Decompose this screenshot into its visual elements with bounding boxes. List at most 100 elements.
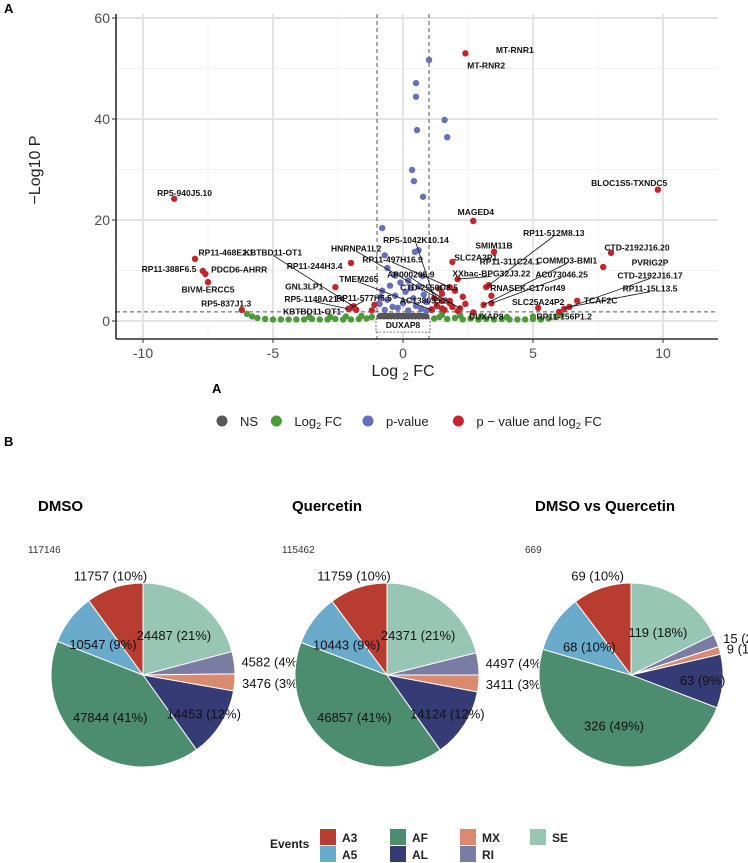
gene-label: CTD-2192J16.20 [604, 242, 669, 252]
label-connector [272, 254, 354, 307]
pie-label-a3: 69 (10%) [571, 569, 624, 584]
pie-label-a3: 11759 (10%) [317, 568, 390, 583]
pie-label-se: 24371 (21%) [381, 628, 455, 643]
labeled-point [490, 248, 498, 256]
label-connector [356, 250, 443, 302]
pvalue-point [397, 279, 404, 286]
fc-point [269, 316, 277, 323]
labeled-point [454, 275, 461, 283]
y-tick-label: 60 [94, 10, 110, 26]
label-connector [415, 243, 438, 306]
panel-sublabel-a: A [212, 381, 222, 396]
fc-point [444, 315, 451, 323]
gene-label: CTD-2550O8.5 [400, 283, 458, 293]
fc-point [332, 315, 339, 323]
pie-label-af: 47844 (41%) [73, 710, 147, 725]
pvalue-point [423, 307, 430, 315]
gene-label: AP000205.9 [387, 270, 435, 280]
significant-point [462, 300, 469, 308]
fc-point [522, 316, 529, 323]
legend-label-af: AF [412, 831, 428, 845]
gene-label: SLC25A24P2 [512, 297, 565, 307]
legend-swatch-a3 [320, 829, 336, 845]
pie-label-ri: 15 (2%) [723, 631, 748, 646]
pie-title: DMSO vs Quercetin [535, 498, 675, 515]
fc-point [249, 313, 256, 320]
gene-label: RNASEK-C17orf49 [490, 283, 565, 293]
pie-label-af: 326 (49%) [584, 719, 644, 734]
legend-subscript: 2 [576, 421, 581, 431]
gene-label: RP11-512M8.13 [523, 228, 585, 238]
label-connector [392, 262, 450, 288]
pie-quercetin: Quercetin 115462 24371 (21%) 4497 (4%) 3411 … [282, 498, 546, 768]
gene-label: DUXAP8 [386, 320, 421, 330]
fc-point [277, 316, 284, 323]
gene-label: RP11-156P1.2 [537, 311, 593, 321]
pvalue-point [381, 306, 388, 314]
pvalue-point [376, 300, 383, 308]
pie-slice-af [50, 640, 198, 768]
pvalue-point [418, 305, 425, 313]
x-tick-label: 0 [399, 345, 407, 361]
pvalue-point [377, 293, 385, 300]
labeled-point [654, 186, 661, 193]
x-tick-label: -5 [267, 345, 280, 361]
label-connector [457, 276, 492, 280]
pvalue-point [412, 93, 420, 100]
pvalue-point [394, 304, 401, 312]
significant-point [451, 287, 459, 294]
pie-label-se: 119 (18%) [628, 625, 687, 640]
pie-slice-a3 [88, 582, 144, 677]
pie-title: Quercetin [292, 498, 362, 515]
x-axis-title-suffix: FC [409, 363, 435, 380]
legend-swatch-mx [460, 829, 476, 845]
gene-label: RP11-244H3.4 [287, 261, 343, 271]
pie-label-al: 14453 (12%) [166, 706, 240, 721]
legend-label-ns: NS [240, 414, 258, 429]
gene-label: KBTBD11-OT1 [283, 306, 341, 316]
significant-point [368, 307, 375, 314]
legend-marker-fc [270, 415, 282, 427]
pie-slice-af [294, 641, 441, 768]
label-connector [491, 277, 562, 304]
pie-slice-al [385, 674, 479, 751]
labeled-point [480, 301, 487, 309]
y-tick-label: 20 [94, 212, 110, 228]
pvalue-point [441, 116, 448, 124]
legend-label-text: p − value and log [476, 414, 575, 429]
pie-dmso-vs-quercetin: DMSO vs Quercetin 669 119 (18%) 15 (2%)9 (1… [525, 498, 748, 768]
legend-swatch-a5 [320, 846, 336, 862]
fc-point [498, 315, 505, 323]
labeled-point [347, 259, 355, 267]
fc-point [358, 312, 365, 320]
panel-label-b: B [4, 434, 13, 449]
gene-label: PDCD6-AHRR [211, 264, 267, 274]
fc-point [451, 314, 459, 322]
x-tick-label: 10 [655, 345, 671, 361]
pvalue-point [381, 252, 388, 259]
fc-point [316, 316, 323, 323]
legend-suffix: FC [321, 414, 342, 429]
label-connector [485, 235, 555, 288]
legend-label-al: AL [412, 848, 428, 862]
label-connector [358, 281, 432, 311]
gene-label: MAGED4 [458, 207, 495, 217]
gene-label: PVRIG2P [632, 257, 669, 267]
fc-point [293, 316, 300, 323]
label-connector [483, 263, 567, 306]
pie-label-ri: 4497 (4%) [486, 656, 546, 671]
significant-point [459, 293, 466, 300]
pvalue-point [419, 193, 427, 200]
gene-label: KBTBD11-OT1 [244, 247, 302, 257]
legend-label-mx: MX [482, 831, 500, 845]
panel-label-a: A [4, 1, 14, 16]
point-labels: MT-RNR1 MT-RNR2 RP5-940J5.10 BLOC1S5-TXNDC5… [142, 45, 683, 333]
pvalue-point [379, 224, 386, 232]
legend-label-both: p − value and log2 FC [476, 414, 601, 431]
gene-label: GNL3LP1 [285, 282, 324, 292]
pie-title: DMSO [38, 498, 83, 515]
fc-point [254, 314, 261, 322]
labeled-point [438, 305, 446, 312]
gene-label: CTD-2192J16.17 [617, 271, 682, 281]
